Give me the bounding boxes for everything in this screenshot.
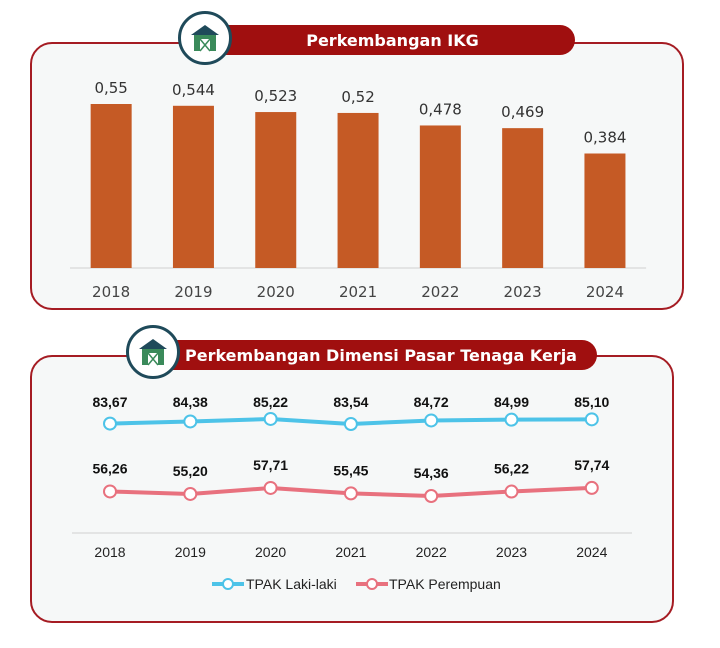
- bar-value-label: 0,384: [583, 128, 626, 146]
- bar-category-label: 2020: [257, 283, 295, 301]
- bar-category-label: 2021: [339, 283, 377, 301]
- point-value-label: 55,45: [333, 462, 368, 478]
- line-category-label: 2020: [255, 544, 286, 560]
- legend-label: TPAK Perempuan: [389, 576, 501, 592]
- bar-category-label: 2024: [586, 283, 624, 301]
- line-category-label: 2023: [496, 544, 527, 560]
- point-value-label: 55,20: [173, 463, 208, 479]
- bar-category-label: 2023: [504, 283, 542, 301]
- legend-swatch-marker: [222, 578, 234, 590]
- point-value-label: 57,74: [574, 457, 609, 473]
- bar-2019: [172, 105, 214, 268]
- bar-value-label: 0,55: [94, 79, 127, 97]
- point-value-label: 54,36: [414, 465, 449, 481]
- point-value-label: 83,67: [92, 394, 127, 410]
- bar-2024: [584, 153, 626, 268]
- point-value-label: 84,72: [414, 394, 449, 410]
- ikg-title: Perkembangan IKG: [210, 25, 575, 55]
- bar-value-label: 0,478: [419, 100, 462, 118]
- point-value-label: 83,54: [333, 394, 368, 410]
- legend-label: TPAK Laki-laki: [246, 576, 337, 592]
- line-category-label: 2021: [335, 544, 366, 560]
- tpak-title: Perkembangan Dimensi Pasar Tenaga Kerja: [165, 340, 597, 370]
- point-value-label: 57,71: [253, 457, 288, 473]
- series-point: [504, 484, 519, 499]
- bar-category-label: 2018: [92, 283, 130, 301]
- line-category-label: 2024: [576, 544, 607, 560]
- bar-value-label: 0,523: [254, 87, 297, 105]
- line-category-label: 2018: [94, 544, 125, 560]
- bar-2018: [90, 104, 132, 268]
- bar-category-label: 2019: [174, 283, 212, 301]
- barn-icon: [178, 11, 232, 65]
- legend-swatch-marker: [366, 578, 378, 590]
- bar-value-label: 0,52: [341, 88, 374, 106]
- point-value-label: 56,26: [92, 460, 127, 476]
- point-value-label: 85,22: [253, 394, 288, 410]
- series-point: [424, 413, 439, 428]
- series-point: [343, 417, 358, 431]
- series-point: [183, 414, 198, 429]
- series-point: [263, 480, 278, 495]
- series-point: [424, 489, 439, 503]
- bar-2022: [419, 125, 461, 269]
- bar-category-label: 2022: [421, 283, 459, 301]
- series-point: [343, 486, 358, 501]
- bar-2020: [255, 112, 297, 269]
- line-category-label: 2019: [175, 544, 206, 560]
- series-point: [183, 486, 198, 501]
- bar-2021: [337, 112, 379, 268]
- point-value-label: 84,99: [494, 394, 529, 410]
- point-value-label: 84,38: [173, 394, 208, 410]
- series-point: [103, 484, 117, 499]
- line-category-label: 2022: [416, 544, 447, 560]
- series-point: [103, 416, 117, 431]
- barn-icon: [126, 325, 180, 379]
- series-point: [504, 412, 519, 427]
- bar-value-label: 0,469: [501, 103, 544, 121]
- series-point: [263, 411, 278, 426]
- bar-2023: [502, 128, 544, 268]
- bar-value-label: 0,544: [172, 81, 215, 99]
- series-point: [584, 412, 599, 427]
- series-point: [584, 480, 599, 495]
- point-value-label: 56,22: [494, 461, 529, 477]
- point-value-label: 85,10: [574, 394, 609, 410]
